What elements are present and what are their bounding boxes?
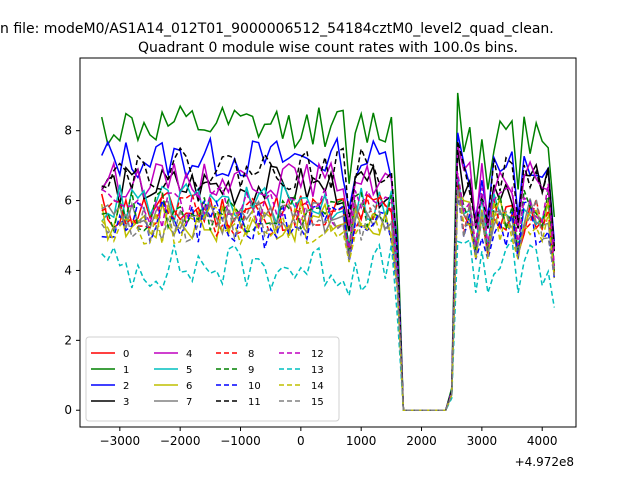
legend-label-6: 6: [186, 381, 192, 392]
legend-label-10: 10: [248, 381, 261, 392]
x-tick-label: −2000: [160, 434, 201, 448]
legend-label-0: 0: [123, 349, 129, 360]
x-tick-label: 2000: [406, 434, 437, 448]
legend-label-8: 8: [248, 349, 254, 360]
y-tick-label: 6: [64, 194, 72, 208]
legend-label-14: 14: [311, 381, 324, 392]
chart-title: Quadrant 0 module wise count rates with …: [138, 40, 518, 56]
legend-frame: [85, 336, 340, 422]
x-tick-label: 0: [297, 434, 305, 448]
x-tick-label: −3000: [100, 434, 141, 448]
series-group: [100, 92, 556, 411]
legend-label-12: 12: [311, 349, 324, 360]
series-line-13: [101, 237, 556, 411]
y-tick-label: 8: [64, 124, 72, 138]
y-tick-label: 2: [64, 333, 72, 347]
y-tick-label: 0: [64, 403, 72, 417]
x-tick-label: 3000: [467, 434, 498, 448]
y-axis: 0 2 4 6 8: [64, 124, 80, 417]
series-line-12: [101, 172, 556, 411]
x-offset-label: +4.972e8: [515, 455, 574, 469]
legend-label-15: 15: [311, 397, 324, 408]
axes-frame: [79, 57, 577, 428]
legend-label-13: 13: [311, 365, 324, 376]
suptitle: n file: modeM0/AS1A14_012T01_9000006512_…: [0, 21, 554, 37]
legend-label-1: 1: [123, 365, 129, 376]
legend-label-9: 9: [248, 365, 254, 376]
legend-label-2: 2: [123, 381, 129, 392]
series-line-1: [100, 92, 556, 411]
series-line-10: [101, 193, 556, 411]
x-tick-label: 4000: [527, 434, 558, 448]
series-line-11: [101, 141, 556, 411]
series-line-15: [101, 189, 556, 411]
x-tick-label: −1000: [220, 434, 261, 448]
legend-label-3: 3: [123, 397, 129, 408]
x-axis: −3000 −2000 −1000 0 1000 2000 3000 4000: [100, 427, 558, 448]
x-tick-label: 1000: [346, 434, 377, 448]
y-tick-label: 4: [64, 263, 72, 277]
legend-label-11: 11: [248, 397, 261, 408]
legend-label-5: 5: [186, 365, 192, 376]
legend-label-7: 7: [186, 397, 192, 408]
legend-label-4: 4: [186, 349, 192, 360]
